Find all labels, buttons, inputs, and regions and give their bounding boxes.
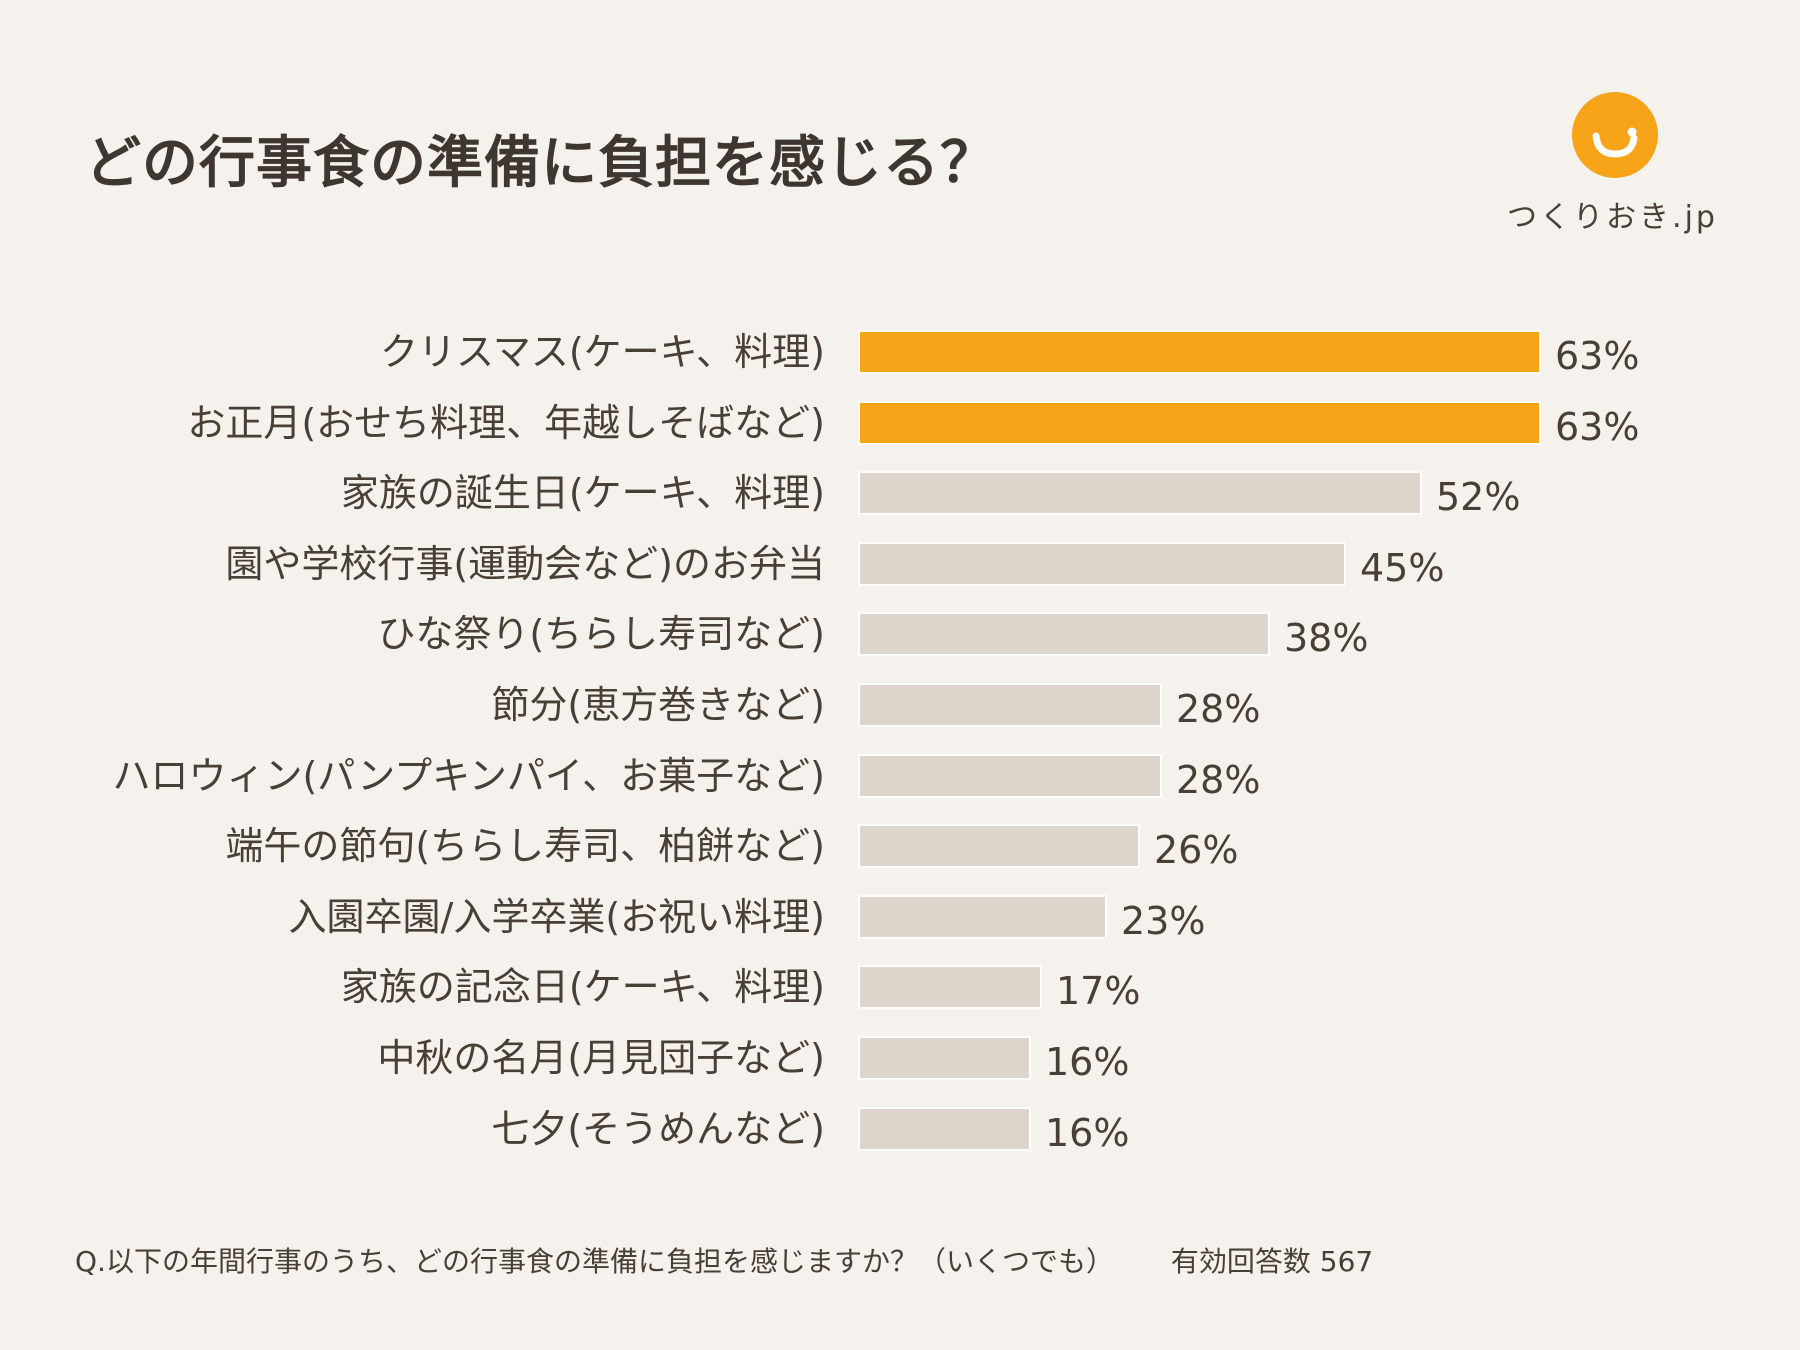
brand-logo: つくりおき.jp xyxy=(1500,92,1725,242)
bar xyxy=(858,965,1042,1009)
category-label: ひな祭り(ちらし寿司など) xyxy=(377,612,825,656)
bar xyxy=(858,542,1346,586)
survey-footnote: Q.以下の年間行事のうち、どの行事食の準備に負担を感じますか？（いくつでも） 有… xyxy=(75,1240,1373,1280)
category-label: 端午の節句(ちらし寿司、柏餅など) xyxy=(225,824,825,868)
bar-value-label: 63% xyxy=(1555,334,1640,378)
bar-value-label: 38% xyxy=(1284,616,1369,660)
bar xyxy=(858,824,1140,868)
bar-value-label: 45% xyxy=(1360,546,1445,590)
bar-value-label: 28% xyxy=(1176,758,1261,802)
bar xyxy=(858,1107,1031,1151)
category-label: 園や学校行事(運動会など)のお弁当 xyxy=(225,542,825,586)
category-label: 家族の誕生日(ケーキ、料理) xyxy=(340,471,825,515)
category-label: 七夕(そうめんなど) xyxy=(491,1107,825,1151)
category-label: 中秋の名月(月見団子など) xyxy=(377,1036,825,1080)
bar-chart: クリスマス(ケーキ、料理) 63% お正月(おせち料理、年越しそばなど) 63% 家族の… xyxy=(112,330,1640,1155)
bar xyxy=(858,471,1422,515)
bar xyxy=(858,401,1541,445)
bar-value-label: 23% xyxy=(1121,899,1206,943)
category-label: ハロウィン(パンプキンパイ、お菓子など) xyxy=(112,754,825,798)
bar xyxy=(858,683,1162,727)
category-label: クリスマス(ケーキ、料理) xyxy=(380,330,825,374)
smile-logo-icon xyxy=(1572,92,1658,178)
bar-value-label: 17% xyxy=(1056,969,1141,1013)
bar xyxy=(858,612,1270,656)
bar xyxy=(858,1036,1031,1080)
respondent-count: 有効回答数 567 xyxy=(1170,1245,1374,1278)
category-label: 家族の記念日(ケーキ、料理) xyxy=(340,965,825,1009)
bar xyxy=(858,754,1162,798)
bar-value-label: 16% xyxy=(1045,1040,1130,1084)
survey-question: Q.以下の年間行事のうち、どの行事食の準備に負担を感じますか？（いくつでも） xyxy=(75,1245,1114,1278)
bar-value-label: 16% xyxy=(1045,1111,1130,1155)
bar-value-label: 52% xyxy=(1436,475,1521,519)
bar xyxy=(858,330,1541,374)
bar-value-label: 28% xyxy=(1176,687,1261,731)
bar xyxy=(858,895,1107,939)
brand-name: つくりおき.jp xyxy=(1507,200,1718,235)
category-label: 節分(恵方巻きなど) xyxy=(491,683,825,727)
category-label: 入園卒園/入学卒業(お祝い料理) xyxy=(288,895,825,939)
bar-value-label: 26% xyxy=(1154,828,1239,872)
bar-value-label: 63% xyxy=(1555,405,1640,449)
chart-title: どの行事食の準備に負担を感じる？ xyxy=(85,131,997,196)
category-label: お正月(おせち料理、年越しそばなど) xyxy=(187,401,825,445)
